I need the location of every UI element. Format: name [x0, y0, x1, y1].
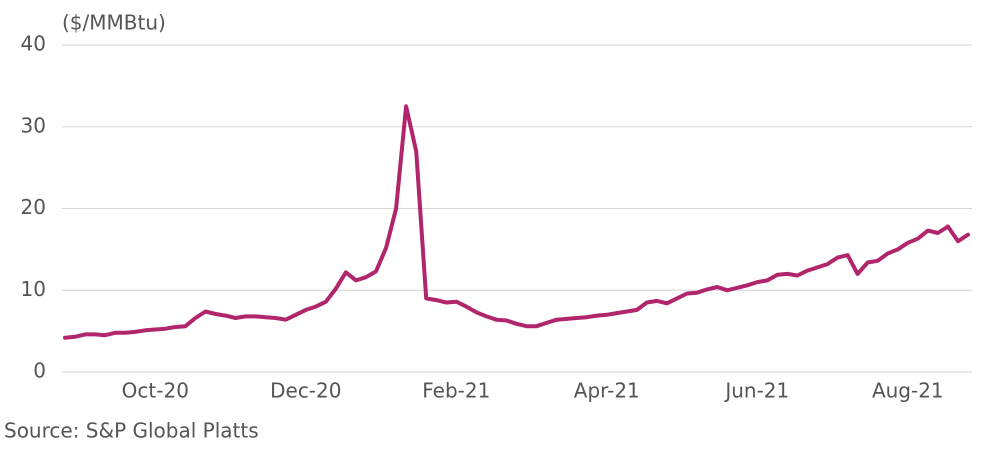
x-tick-label: Oct-20 [122, 379, 189, 403]
data-line [63, 104, 970, 340]
y-tick-label: 30 [21, 113, 46, 137]
y-axis-label: ($/MMBtu) [62, 11, 166, 35]
x-tick-label: Jun-21 [723, 379, 789, 403]
x-tick-label: Aug-21 [872, 379, 944, 403]
y-tick-label: 40 [21, 32, 46, 56]
source: Source: S&P Global Platts [4, 419, 259, 443]
y-tick-label: 10 [21, 277, 46, 301]
x-tick-label: Apr-21 [574, 379, 640, 403]
x-tick-label: Dec-20 [270, 379, 341, 403]
y-tick-label: 0 [33, 359, 46, 383]
y-tick-label: 20 [21, 195, 46, 219]
x-tick-label: Feb-21 [422, 379, 490, 403]
